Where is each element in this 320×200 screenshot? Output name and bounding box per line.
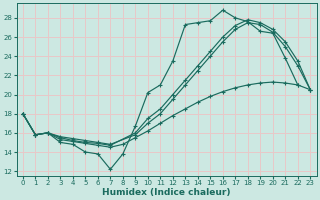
X-axis label: Humidex (Indice chaleur): Humidex (Indice chaleur) (102, 188, 231, 197)
